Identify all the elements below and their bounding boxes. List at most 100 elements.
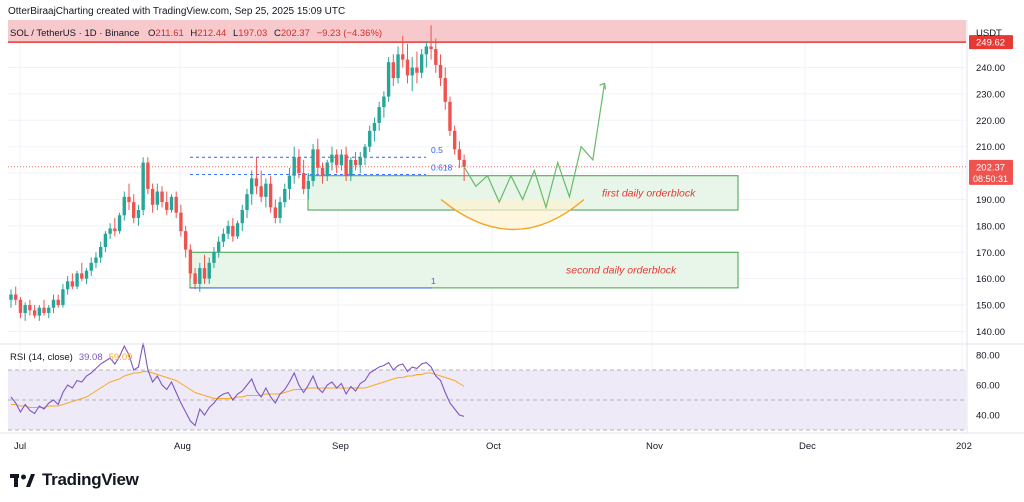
candle-body — [283, 188, 287, 203]
candle-body — [51, 299, 56, 308]
candle — [415, 51, 419, 84]
resistance-badge — [969, 35, 1013, 50]
candle-body — [273, 207, 278, 218]
close-value: 202.37 — [280, 28, 310, 39]
candle — [235, 220, 240, 240]
candle-body — [377, 107, 381, 123]
candle-body — [382, 96, 386, 108]
candles — [8, 25, 966, 321]
x-tick-label: Dec — [799, 441, 816, 452]
candle — [368, 125, 372, 152]
candle — [165, 191, 169, 216]
candle-body — [108, 228, 112, 234]
low-value: 197.03 — [238, 28, 268, 39]
candle — [174, 191, 178, 218]
rsi-line — [10, 342, 465, 427]
candle — [216, 236, 221, 258]
candle-body — [311, 149, 315, 181]
close-label: C — [273, 28, 281, 39]
candle — [37, 305, 42, 321]
candle — [438, 54, 443, 86]
candle-body — [113, 228, 117, 232]
candle — [268, 175, 273, 213]
candle — [264, 178, 268, 208]
candle — [202, 254, 207, 284]
chart-credit: OtterBiraajCharting created with Trading… — [8, 6, 346, 17]
candle-body — [160, 191, 164, 203]
x-tick-label: Nov — [646, 441, 663, 452]
candle — [9, 289, 13, 308]
candle-body — [301, 173, 306, 189]
candle-body — [70, 281, 75, 287]
candle — [136, 204, 141, 226]
candle — [98, 241, 103, 263]
projection-path — [463, 83, 606, 210]
candle — [193, 268, 197, 290]
candle-body — [212, 252, 216, 263]
candle — [443, 67, 447, 110]
rsi-y-tick-label: 60.00 — [976, 381, 1000, 392]
candle — [405, 43, 410, 84]
last-price-label: 202.37 — [976, 162, 1005, 173]
candle-body — [358, 157, 362, 166]
candle — [386, 56, 391, 102]
candle-body — [297, 157, 301, 174]
candle-body — [207, 262, 211, 279]
candle-body — [127, 196, 131, 203]
candle-body — [316, 149, 320, 168]
y-tick-label: 150.00 — [976, 301, 1005, 312]
candle — [18, 297, 23, 319]
candle — [32, 305, 37, 319]
candle — [424, 41, 429, 68]
candle-body — [330, 154, 334, 163]
candle — [448, 96, 452, 137]
candle — [349, 157, 353, 181]
candle — [401, 35, 405, 68]
candle — [254, 157, 259, 195]
candle — [283, 183, 287, 208]
candle — [231, 217, 235, 242]
candle-body — [117, 215, 122, 232]
candle-body — [136, 210, 141, 218]
y-tick-label: 220.00 — [976, 116, 1005, 127]
candle-body — [221, 233, 226, 242]
candle — [113, 217, 117, 237]
tradingview-icon — [10, 474, 35, 487]
candle-body — [179, 212, 183, 232]
candle-body — [325, 162, 329, 176]
candle — [198, 262, 202, 292]
symbol-name[interactable]: SOL / TetherUS · 1D · Binance — [10, 28, 140, 39]
candle — [207, 257, 211, 284]
candle — [250, 170, 254, 205]
rsi-name[interactable]: RSI (14, close) — [10, 352, 73, 363]
candle-body — [174, 196, 178, 213]
rsi-value: 39.08 — [78, 352, 103, 363]
open-label: O — [148, 28, 156, 39]
candle-body — [94, 257, 98, 263]
candle-body — [169, 196, 174, 211]
candle — [23, 302, 27, 321]
candle-body — [349, 159, 353, 176]
candle-body — [457, 149, 462, 160]
candle-body — [339, 154, 344, 166]
candle-body — [452, 130, 457, 150]
x-tick-label: Jul — [14, 441, 26, 452]
candle — [452, 125, 457, 155]
candle-body — [240, 210, 244, 224]
candle-body — [132, 202, 136, 218]
candle-body — [278, 202, 282, 218]
candle-body — [287, 175, 292, 189]
candle-body — [415, 67, 419, 73]
candle — [188, 244, 193, 279]
brand-logo: TradingView — [10, 470, 139, 490]
orderblock-label: first daily orderblock — [602, 187, 696, 199]
candle-body — [391, 62, 396, 79]
currency-label[interactable]: USDT — [976, 28, 1002, 39]
orderblock-2 — [189, 251, 739, 289]
candle — [65, 276, 70, 295]
candle-body — [103, 233, 108, 247]
symbol-legend: SOL / TetherUS · 1D · Binance O211.61 H2… — [10, 28, 386, 39]
candle — [94, 252, 98, 269]
candle — [396, 46, 400, 84]
